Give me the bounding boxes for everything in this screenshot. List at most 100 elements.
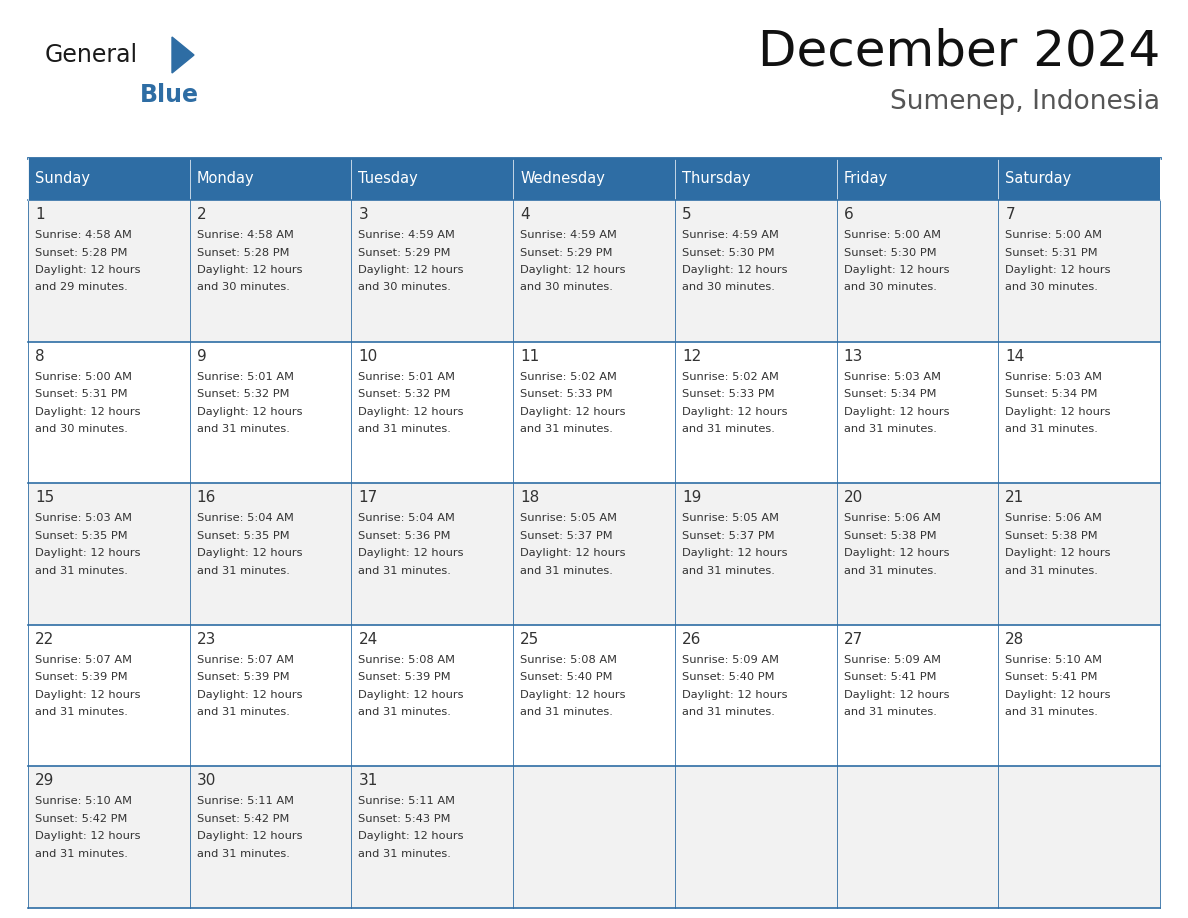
Text: Daylight: 12 hours: Daylight: 12 hours (359, 548, 465, 558)
Text: 28: 28 (1005, 632, 1024, 647)
Text: Sunrise: 4:59 AM: Sunrise: 4:59 AM (520, 230, 617, 240)
Text: Monday: Monday (197, 172, 254, 186)
Text: Sunset: 5:31 PM: Sunset: 5:31 PM (1005, 248, 1098, 258)
Text: Daylight: 12 hours: Daylight: 12 hours (843, 689, 949, 700)
Text: Daylight: 12 hours: Daylight: 12 hours (197, 548, 302, 558)
Text: 11: 11 (520, 349, 539, 364)
Text: Daylight: 12 hours: Daylight: 12 hours (1005, 265, 1111, 275)
Bar (675, 625, 836, 767)
Text: 20: 20 (843, 490, 862, 505)
Text: Sunrise: 5:06 AM: Sunrise: 5:06 AM (843, 513, 941, 523)
Text: General: General (45, 43, 138, 67)
Text: Daylight: 12 hours: Daylight: 12 hours (1005, 548, 1111, 558)
Text: 31: 31 (359, 773, 378, 789)
Text: Sunrise: 5:11 AM: Sunrise: 5:11 AM (197, 797, 293, 806)
Text: Sunrise: 5:04 AM: Sunrise: 5:04 AM (359, 513, 455, 523)
Text: Sunrise: 5:04 AM: Sunrise: 5:04 AM (197, 513, 293, 523)
Text: Daylight: 12 hours: Daylight: 12 hours (1005, 689, 1111, 700)
Text: Daylight: 12 hours: Daylight: 12 hours (34, 407, 140, 417)
Text: Sunset: 5:35 PM: Sunset: 5:35 PM (34, 531, 127, 541)
Text: Sunset: 5:34 PM: Sunset: 5:34 PM (843, 389, 936, 399)
Bar (836, 767, 998, 908)
Bar (513, 341, 675, 483)
Text: Sunset: 5:37 PM: Sunset: 5:37 PM (520, 531, 613, 541)
Text: Sunset: 5:39 PM: Sunset: 5:39 PM (34, 672, 127, 682)
Text: Daylight: 12 hours: Daylight: 12 hours (682, 689, 788, 700)
Text: and 30 minutes.: and 30 minutes. (843, 283, 936, 293)
Text: and 31 minutes.: and 31 minutes. (1005, 424, 1098, 434)
Bar (352, 483, 513, 625)
Text: Sunset: 5:29 PM: Sunset: 5:29 PM (520, 248, 613, 258)
Text: Daylight: 12 hours: Daylight: 12 hours (1005, 407, 1111, 417)
Text: Sunrise: 5:10 AM: Sunrise: 5:10 AM (1005, 655, 1102, 665)
Text: Daylight: 12 hours: Daylight: 12 hours (520, 407, 626, 417)
Text: Sunset: 5:28 PM: Sunset: 5:28 PM (34, 248, 127, 258)
Bar (513, 483, 675, 625)
Text: Daylight: 12 hours: Daylight: 12 hours (197, 407, 302, 417)
Bar (352, 158, 513, 200)
Text: 3: 3 (359, 207, 368, 222)
Bar (998, 625, 1159, 767)
Text: 27: 27 (843, 632, 862, 647)
Text: Sunset: 5:42 PM: Sunset: 5:42 PM (34, 814, 127, 823)
Text: and 31 minutes.: and 31 minutes. (1005, 707, 1098, 717)
Text: 12: 12 (682, 349, 701, 364)
Bar (675, 200, 836, 341)
Text: Sunset: 5:32 PM: Sunset: 5:32 PM (197, 389, 289, 399)
Text: Sunrise: 5:00 AM: Sunrise: 5:00 AM (34, 372, 132, 382)
Bar (190, 158, 352, 200)
Text: Daylight: 12 hours: Daylight: 12 hours (520, 265, 626, 275)
Text: 25: 25 (520, 632, 539, 647)
Bar (513, 625, 675, 767)
Text: Daylight: 12 hours: Daylight: 12 hours (34, 689, 140, 700)
Text: Sunrise: 4:59 AM: Sunrise: 4:59 AM (359, 230, 455, 240)
Text: Sunset: 5:43 PM: Sunset: 5:43 PM (359, 814, 451, 823)
Text: Daylight: 12 hours: Daylight: 12 hours (520, 548, 626, 558)
Text: Sunset: 5:40 PM: Sunset: 5:40 PM (520, 672, 613, 682)
Text: Daylight: 12 hours: Daylight: 12 hours (682, 548, 788, 558)
Text: Daylight: 12 hours: Daylight: 12 hours (197, 832, 302, 842)
Text: 15: 15 (34, 490, 55, 505)
Text: and 31 minutes.: and 31 minutes. (359, 565, 451, 576)
Text: and 31 minutes.: and 31 minutes. (682, 565, 775, 576)
Text: Sunrise: 5:11 AM: Sunrise: 5:11 AM (359, 797, 455, 806)
Text: Wednesday: Wednesday (520, 172, 605, 186)
Bar (190, 767, 352, 908)
Text: Sunset: 5:33 PM: Sunset: 5:33 PM (520, 389, 613, 399)
Text: 1: 1 (34, 207, 45, 222)
Text: Sunday: Sunday (34, 172, 90, 186)
Text: Daylight: 12 hours: Daylight: 12 hours (197, 689, 302, 700)
Text: 10: 10 (359, 349, 378, 364)
Bar (675, 767, 836, 908)
Bar (675, 158, 836, 200)
Bar (998, 200, 1159, 341)
Text: Tuesday: Tuesday (359, 172, 418, 186)
Text: and 31 minutes.: and 31 minutes. (197, 849, 290, 859)
Text: Sunrise: 5:01 AM: Sunrise: 5:01 AM (197, 372, 293, 382)
Text: and 31 minutes.: and 31 minutes. (359, 707, 451, 717)
Text: Sunset: 5:41 PM: Sunset: 5:41 PM (843, 672, 936, 682)
Text: 19: 19 (682, 490, 701, 505)
Text: Sunset: 5:42 PM: Sunset: 5:42 PM (197, 814, 289, 823)
Text: and 31 minutes.: and 31 minutes. (843, 424, 936, 434)
Bar (513, 767, 675, 908)
Text: and 30 minutes.: and 30 minutes. (34, 424, 128, 434)
Text: 13: 13 (843, 349, 862, 364)
Text: 23: 23 (197, 632, 216, 647)
Bar (352, 767, 513, 908)
Text: and 30 minutes.: and 30 minutes. (682, 283, 775, 293)
Text: and 31 minutes.: and 31 minutes. (34, 565, 128, 576)
Text: Daylight: 12 hours: Daylight: 12 hours (359, 265, 465, 275)
Text: Sunrise: 5:07 AM: Sunrise: 5:07 AM (197, 655, 293, 665)
Text: Sunrise: 5:01 AM: Sunrise: 5:01 AM (359, 372, 455, 382)
Text: and 31 minutes.: and 31 minutes. (682, 707, 775, 717)
Text: Thursday: Thursday (682, 172, 751, 186)
Text: and 31 minutes.: and 31 minutes. (197, 424, 290, 434)
Text: Sunrise: 5:02 AM: Sunrise: 5:02 AM (520, 372, 617, 382)
Text: and 31 minutes.: and 31 minutes. (520, 565, 613, 576)
Text: 8: 8 (34, 349, 45, 364)
Text: and 31 minutes.: and 31 minutes. (520, 424, 613, 434)
Text: Sunset: 5:28 PM: Sunset: 5:28 PM (197, 248, 289, 258)
Text: Friday: Friday (843, 172, 887, 186)
Text: 9: 9 (197, 349, 207, 364)
